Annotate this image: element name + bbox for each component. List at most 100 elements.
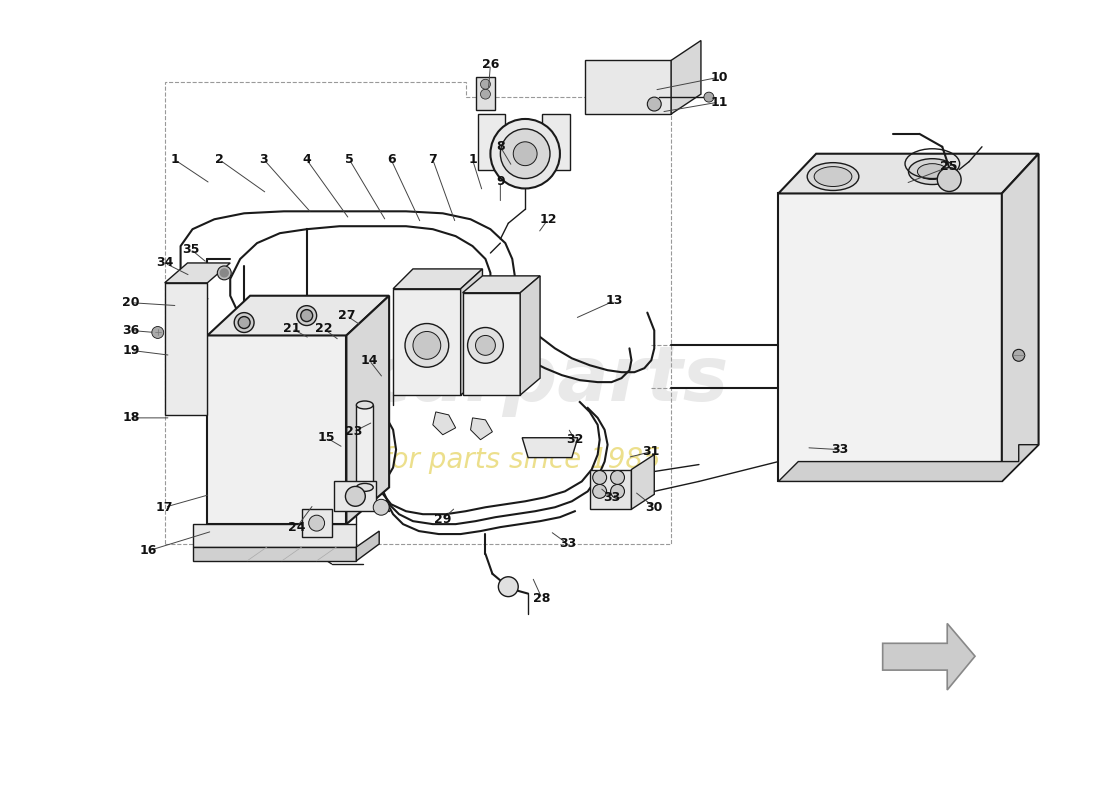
Text: 9: 9 (496, 175, 505, 188)
Polygon shape (542, 114, 570, 170)
Text: 27: 27 (338, 309, 355, 322)
Text: 10: 10 (711, 70, 727, 84)
Polygon shape (356, 405, 373, 487)
Polygon shape (432, 412, 455, 434)
Polygon shape (779, 194, 1002, 482)
Circle shape (468, 327, 504, 363)
Circle shape (491, 119, 560, 189)
Circle shape (300, 310, 312, 322)
Text: 33: 33 (559, 538, 576, 550)
Polygon shape (461, 269, 483, 395)
Polygon shape (522, 438, 578, 458)
Circle shape (937, 168, 961, 191)
Circle shape (647, 97, 661, 111)
Polygon shape (208, 335, 346, 524)
Text: 20: 20 (122, 296, 140, 309)
Polygon shape (333, 482, 376, 511)
Polygon shape (631, 454, 654, 510)
Text: 25: 25 (940, 160, 958, 173)
Circle shape (152, 326, 164, 338)
Circle shape (220, 269, 229, 277)
Circle shape (475, 335, 495, 355)
Circle shape (239, 317, 250, 329)
Polygon shape (463, 293, 520, 395)
Circle shape (412, 331, 441, 359)
Ellipse shape (356, 483, 373, 491)
Polygon shape (779, 154, 1038, 194)
Text: 26: 26 (482, 58, 499, 71)
Polygon shape (463, 276, 540, 293)
Circle shape (514, 142, 537, 166)
Polygon shape (475, 78, 495, 110)
Text: 12: 12 (539, 213, 557, 226)
Text: 15: 15 (318, 431, 336, 444)
Text: 4: 4 (302, 153, 311, 166)
Text: 33: 33 (832, 443, 848, 456)
Circle shape (593, 485, 606, 498)
Polygon shape (671, 41, 701, 114)
Ellipse shape (356, 401, 373, 409)
Circle shape (610, 485, 625, 498)
Polygon shape (165, 263, 230, 283)
Polygon shape (590, 470, 631, 510)
Circle shape (610, 470, 625, 485)
Text: 14: 14 (361, 354, 378, 366)
Circle shape (593, 470, 606, 485)
Circle shape (309, 515, 324, 531)
Circle shape (405, 323, 449, 367)
Text: 33: 33 (603, 491, 620, 504)
Text: 18: 18 (122, 411, 140, 424)
Text: 34: 34 (156, 257, 174, 270)
Text: 5: 5 (345, 153, 354, 166)
Polygon shape (192, 524, 356, 547)
Circle shape (218, 266, 231, 280)
Polygon shape (356, 531, 380, 561)
Text: 6: 6 (387, 153, 395, 166)
Polygon shape (165, 283, 208, 415)
Circle shape (1013, 350, 1025, 362)
Polygon shape (882, 623, 975, 690)
Text: eurocarparts: eurocarparts (173, 343, 729, 417)
Polygon shape (208, 296, 389, 335)
Text: 7: 7 (428, 153, 437, 166)
Polygon shape (301, 510, 331, 537)
Text: 30: 30 (646, 501, 663, 514)
Circle shape (500, 129, 550, 178)
Text: 32: 32 (566, 434, 583, 446)
Text: 21: 21 (283, 322, 300, 335)
Circle shape (481, 79, 491, 89)
Text: 1: 1 (170, 153, 179, 166)
Text: 19: 19 (122, 344, 140, 357)
Text: 13: 13 (606, 294, 624, 307)
Circle shape (297, 306, 317, 326)
Polygon shape (393, 289, 461, 395)
Polygon shape (1002, 154, 1038, 482)
Circle shape (373, 499, 389, 515)
Circle shape (481, 89, 491, 99)
Text: 23: 23 (344, 426, 362, 438)
Polygon shape (346, 296, 389, 524)
Polygon shape (520, 276, 540, 395)
Text: 3: 3 (260, 153, 268, 166)
Text: 16: 16 (139, 545, 156, 558)
Ellipse shape (807, 162, 859, 190)
Circle shape (345, 486, 365, 506)
Circle shape (498, 577, 518, 597)
Text: 17: 17 (156, 501, 174, 514)
Text: 29: 29 (434, 513, 451, 526)
Circle shape (704, 92, 714, 102)
Ellipse shape (909, 158, 956, 185)
Polygon shape (192, 547, 356, 561)
Text: 1: 1 (469, 153, 477, 166)
Text: 8: 8 (496, 140, 505, 154)
Text: 24: 24 (288, 521, 306, 534)
Polygon shape (478, 114, 505, 170)
Polygon shape (779, 445, 1038, 482)
Polygon shape (585, 60, 671, 114)
Text: 2: 2 (214, 153, 223, 166)
Ellipse shape (814, 166, 851, 186)
Text: 35: 35 (182, 242, 199, 255)
Circle shape (234, 313, 254, 333)
Polygon shape (471, 418, 493, 440)
Text: a passion for parts since 1985: a passion for parts since 1985 (241, 446, 660, 474)
